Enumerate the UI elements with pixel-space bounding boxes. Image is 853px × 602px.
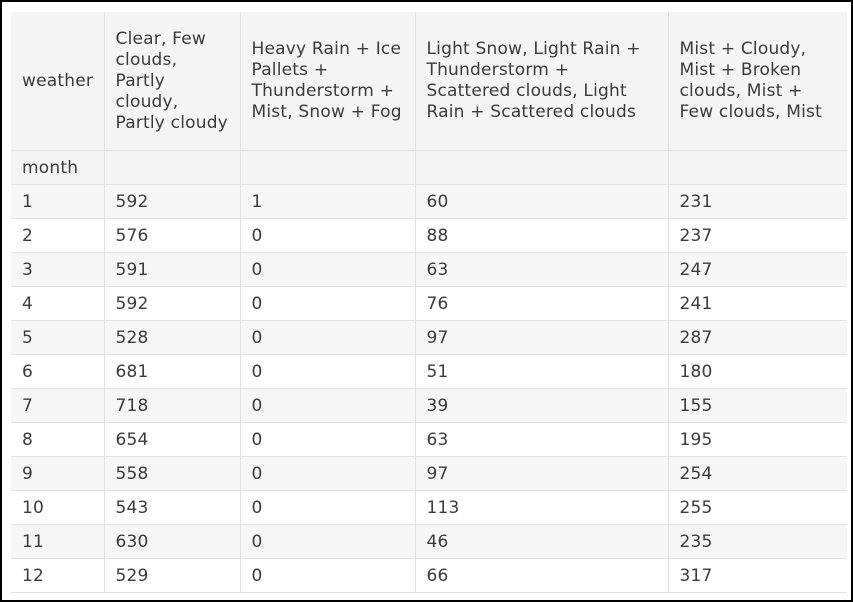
row-index-cell: 11 bbox=[11, 524, 105, 559]
table-cell: 592 bbox=[104, 184, 241, 219]
table-cell: 591 bbox=[104, 252, 241, 287]
table-cell: 630 bbox=[104, 524, 241, 559]
column-header-light-snow: Light Snow, Light Rain + Thunderstorm + … bbox=[415, 12, 669, 151]
table-row: 5 528 0 97 287 bbox=[11, 320, 847, 355]
table-row: 8 654 0 63 195 bbox=[11, 422, 847, 457]
table-cell: 241 bbox=[668, 286, 847, 321]
table-cell: 51 bbox=[415, 354, 669, 389]
column-header-clear: Clear, Few clouds, Partly cloudy, Partly… bbox=[104, 12, 241, 151]
table-cell: 0 bbox=[240, 286, 416, 321]
table-cell: 1 bbox=[240, 184, 416, 219]
index-header-blank bbox=[240, 150, 416, 185]
table-cell: 0 bbox=[240, 388, 416, 423]
index-header-blank bbox=[104, 150, 241, 185]
row-index-cell: 1 bbox=[11, 184, 105, 219]
table-cell: 0 bbox=[240, 524, 416, 559]
table-cell: 681 bbox=[104, 354, 241, 389]
row-index-cell: 6 bbox=[11, 354, 105, 389]
table-body: 1 592 1 60 231 2 576 0 88 237 3 591 0 63 247 4 592 0 76 241… bbox=[11, 184, 847, 593]
column-header-row: weather Clear, Few clouds, Partly cloudy… bbox=[11, 12, 847, 151]
table-cell: 0 bbox=[240, 218, 416, 253]
table-cell: 529 bbox=[104, 558, 241, 593]
row-index-cell: 4 bbox=[11, 286, 105, 321]
index-name-header: month bbox=[11, 150, 105, 185]
table-cell: 97 bbox=[415, 456, 669, 491]
row-index-cell: 10 bbox=[11, 490, 105, 525]
table-cell: 88 bbox=[415, 218, 669, 253]
table-cell: 0 bbox=[240, 456, 416, 491]
index-header-row: month bbox=[11, 150, 847, 185]
table-cell: 180 bbox=[668, 354, 847, 389]
row-index-cell: 7 bbox=[11, 388, 105, 423]
columns-name-header: weather bbox=[11, 12, 105, 151]
row-index-cell: 9 bbox=[11, 456, 105, 491]
table-cell: 0 bbox=[240, 252, 416, 287]
index-header-blank bbox=[415, 150, 669, 185]
table-row: 7 718 0 39 155 bbox=[11, 388, 847, 423]
index-header-blank bbox=[668, 150, 847, 185]
table-cell: 66 bbox=[415, 558, 669, 593]
table-row: 1 592 1 60 231 bbox=[11, 184, 847, 219]
table-cell: 254 bbox=[668, 456, 847, 491]
table-row: 9 558 0 97 254 bbox=[11, 456, 847, 491]
table-cell: 0 bbox=[240, 320, 416, 355]
table-cell: 543 bbox=[104, 490, 241, 525]
table-row: 6 681 0 51 180 bbox=[11, 354, 847, 389]
table-cell: 237 bbox=[668, 218, 847, 253]
table-cell: 39 bbox=[415, 388, 669, 423]
table-cell: 231 bbox=[668, 184, 847, 219]
row-index-cell: 2 bbox=[11, 218, 105, 253]
table-cell: 528 bbox=[104, 320, 241, 355]
table-cell: 255 bbox=[668, 490, 847, 525]
dataframe-table: weather Clear, Few clouds, Partly cloudy… bbox=[11, 12, 847, 593]
table-cell: 113 bbox=[415, 490, 669, 525]
table-cell: 718 bbox=[104, 388, 241, 423]
table-cell: 46 bbox=[415, 524, 669, 559]
table-cell: 0 bbox=[240, 558, 416, 593]
table-cell: 0 bbox=[240, 422, 416, 457]
row-index-cell: 8 bbox=[11, 422, 105, 457]
row-index-cell: 3 bbox=[11, 252, 105, 287]
table-cell: 97 bbox=[415, 320, 669, 355]
row-index-cell: 12 bbox=[11, 558, 105, 593]
table-cell: 60 bbox=[415, 184, 669, 219]
table-cell: 76 bbox=[415, 286, 669, 321]
table-cell: 287 bbox=[668, 320, 847, 355]
table-cell: 63 bbox=[415, 252, 669, 287]
table-cell: 576 bbox=[104, 218, 241, 253]
table-cell: 317 bbox=[668, 558, 847, 593]
table-cell: 247 bbox=[668, 252, 847, 287]
table-cell: 63 bbox=[415, 422, 669, 457]
table-cell: 235 bbox=[668, 524, 847, 559]
table-cell: 558 bbox=[104, 456, 241, 491]
table-row: 10 543 0 113 255 bbox=[11, 490, 847, 525]
column-header-heavy-rain: Heavy Rain + Ice Pallets + Thunderstorm … bbox=[240, 12, 416, 151]
table-cell: 0 bbox=[240, 490, 416, 525]
row-index-cell: 5 bbox=[11, 320, 105, 355]
table-cell: 155 bbox=[668, 388, 847, 423]
table-row: 3 591 0 63 247 bbox=[11, 252, 847, 287]
table-cell: 0 bbox=[240, 354, 416, 389]
table-row: 4 592 0 76 241 bbox=[11, 286, 847, 321]
table-cell: 654 bbox=[104, 422, 241, 457]
table-row: 2 576 0 88 237 bbox=[11, 218, 847, 253]
column-header-mist: Mist + Cloudy, Mist + Broken clouds, Mis… bbox=[668, 12, 847, 151]
table-cell: 592 bbox=[104, 286, 241, 321]
table-row: 12 529 0 66 317 bbox=[11, 558, 847, 593]
table-cell: 195 bbox=[668, 422, 847, 457]
table-row: 11 630 0 46 235 bbox=[11, 524, 847, 559]
